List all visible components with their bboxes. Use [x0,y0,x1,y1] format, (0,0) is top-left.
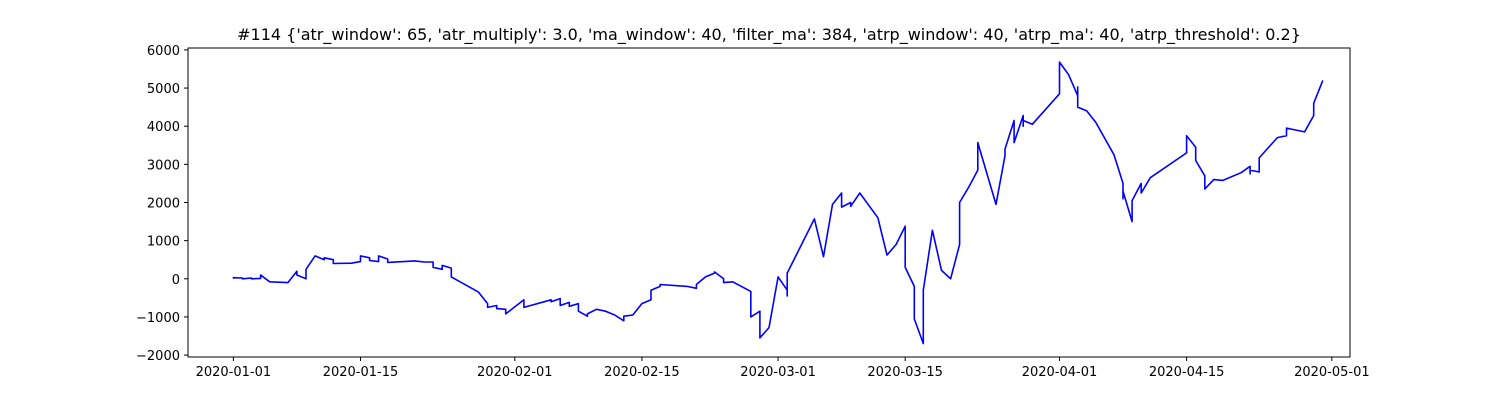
plot-lines [232,61,1324,345]
y-tick-label: 5000 [147,82,180,97]
y-tick-label: 2000 [147,197,180,212]
x-tick-label: 2020-03-15 [867,365,943,380]
series-line-0 [232,61,1324,345]
x-tick-label: 2020-05-01 [1294,365,1370,380]
x-tick-label: 2020-04-01 [1022,365,1098,380]
y-tick-label: 6000 [147,44,180,59]
x-tick-label: 2020-01-15 [323,365,399,380]
x-tick-label: 2020-02-01 [477,365,553,380]
y-axis: −2000 −1000 0 1000 2000 3000 4000 5000 6000 [136,44,188,364]
x-tick-label: 2020-02-15 [604,365,680,380]
chart-title: #114 {'atr_window': 65, 'atr_multiply': … [237,25,1301,45]
y-tick-label: 0 [172,273,180,288]
plot-area-frame [187,47,1351,358]
x-tick-label: 2020-04-15 [1149,365,1225,380]
y-tick-label: 3000 [147,158,180,173]
y-tick-label: 1000 [147,235,180,250]
x-axis: 2020-01-01 2020-01-15 2020-02-01 2020-02-15… [196,357,1370,380]
y-tick-label: −1000 [136,311,180,326]
x-tick-label: 2020-01-01 [196,365,272,380]
x-tick-label: 2020-03-01 [740,365,816,380]
y-tick-label: −2000 [136,349,180,364]
y-tick-label: 4000 [147,120,180,135]
